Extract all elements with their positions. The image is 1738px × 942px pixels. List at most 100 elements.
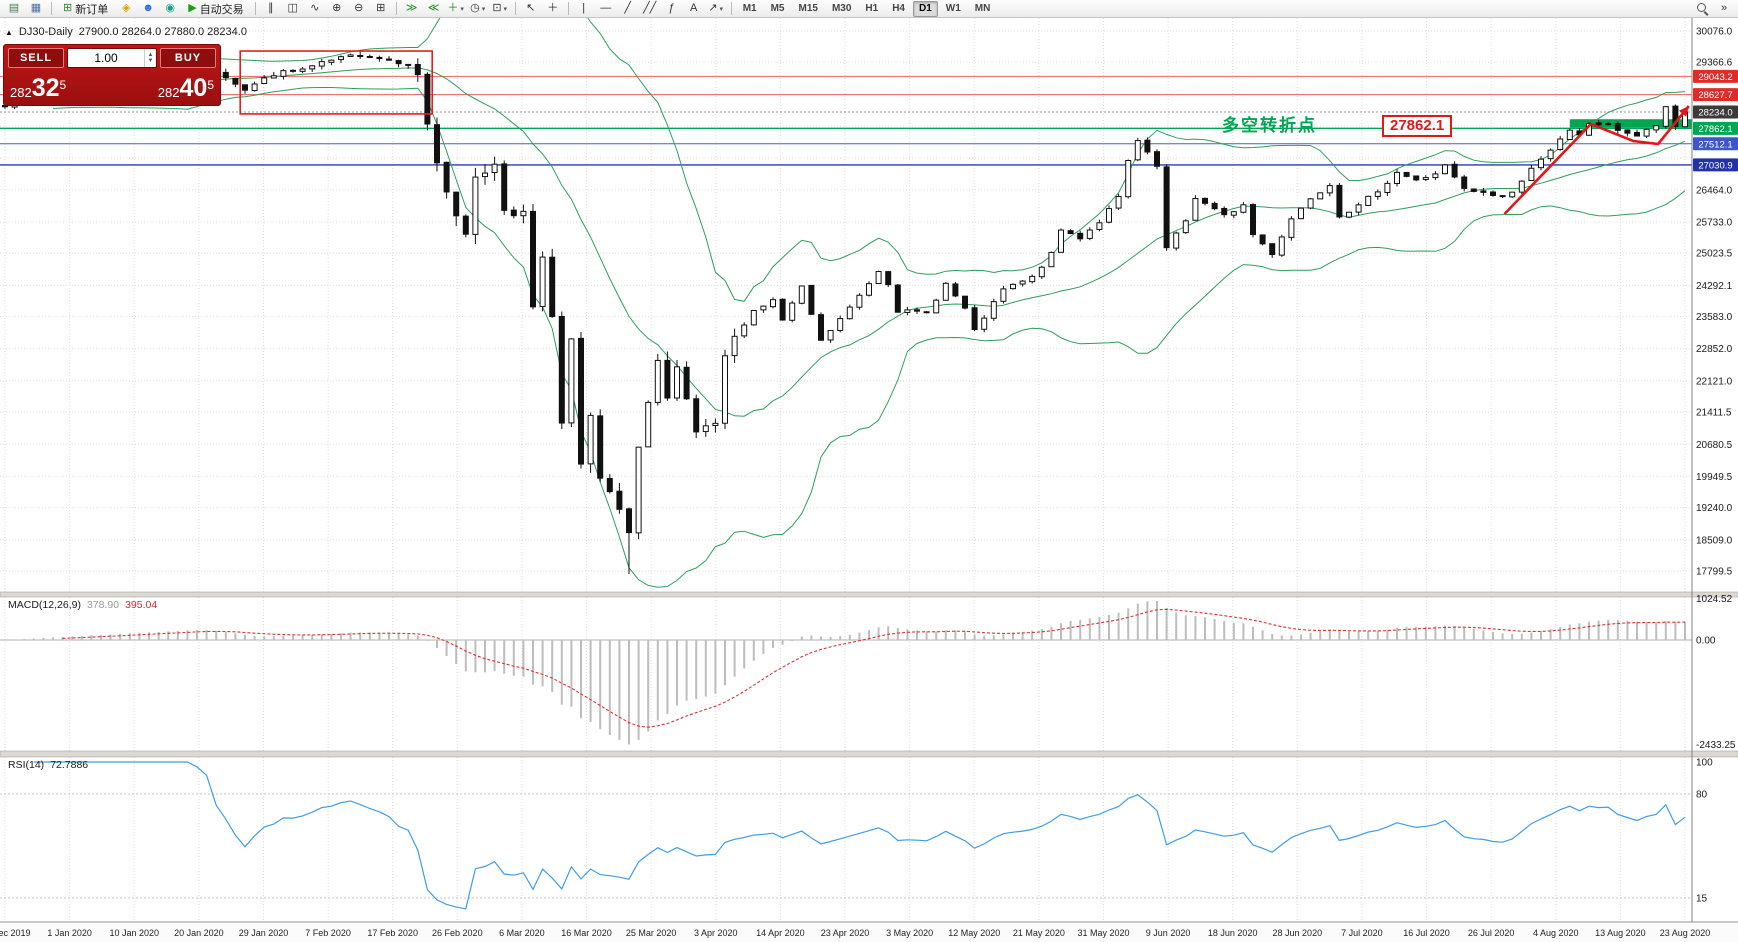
ask-big: 40: [179, 74, 208, 102]
svg-text:18509.0: 18509.0: [1696, 535, 1733, 546]
community-icon[interactable]: ☻: [138, 1, 158, 17]
fibonacci-icon[interactable]: ƒ: [662, 1, 682, 17]
turning-point-annotation[interactable]: 多空转折点: [1222, 116, 1317, 135]
overflow-icon-glyph: »: [1720, 2, 1728, 14]
templates-icon[interactable]: ⊡ ▾: [490, 1, 510, 17]
svg-text:14 Apr 2020: 14 Apr 2020: [756, 928, 805, 938]
svg-text:13 Aug 2020: 13 Aug 2020: [1595, 928, 1646, 938]
channel-icon[interactable]: ╱╱: [640, 1, 660, 17]
periods-icon[interactable]: ◷ ▾: [468, 1, 488, 17]
timeframe-m15[interactable]: M15: [798, 3, 818, 14]
rsi-value: 72.7886: [50, 759, 89, 771]
price-annotation-box[interactable]: 27862.1: [1382, 115, 1453, 137]
overflow-icon[interactable]: »: [1714, 1, 1734, 17]
svg-text:24292.1: 24292.1: [1696, 281, 1733, 292]
horizontal-line-icon[interactable]: —: [596, 1, 616, 17]
autoscroll-icon[interactable]: ≫: [402, 1, 422, 17]
indicators-icon[interactable]: ＋ ▾: [446, 1, 466, 17]
trade-panel-prices: 282 32 5 282 40 5: [8, 68, 216, 102]
autotrade-button-glyph: ▶: [188, 2, 197, 14]
svg-text:26 Feb 2020: 26 Feb 2020: [432, 928, 483, 938]
svg-text:12 May 2020: 12 May 2020: [948, 928, 1000, 938]
trendline-icon-glyph: ╱: [624, 2, 631, 14]
tile-windows-icon-glyph: ⊞: [376, 2, 386, 14]
arrows-icon-dropdown[interactable]: ▾: [719, 5, 724, 13]
svg-text:22852.0: 22852.0: [1696, 344, 1733, 355]
timeframe-h1[interactable]: H1: [865, 3, 879, 14]
buy-button[interactable]: BUY: [160, 48, 216, 68]
toolbar-right: »: [1691, 1, 1735, 17]
svg-text:22121.0: 22121.0: [1696, 376, 1733, 387]
svg-text:27030.9: 27030.9: [1698, 160, 1732, 171]
bid-big: 32: [31, 74, 60, 102]
metaeditor-icon[interactable]: ◈: [116, 1, 136, 17]
bars-chart-icon[interactable]: ∥: [261, 1, 281, 17]
line-chart-icon[interactable]: ∿: [305, 1, 325, 17]
templates-icon-dropdown[interactable]: ▾: [503, 5, 508, 13]
candles-chart-icon[interactable]: ◫: [283, 1, 303, 17]
search-icon[interactable]: [1692, 1, 1712, 17]
text-icon-glyph: A: [690, 2, 698, 14]
profiles-icon-glyph: ▦: [30, 2, 42, 14]
svg-text:17 Feb 2020: 17 Feb 2020: [367, 928, 418, 938]
rsi-indicator-label: RSI(14) 72.7886: [8, 759, 88, 771]
bid-price-button[interactable]: 282 32 5: [10, 76, 66, 101]
periods-icon-dropdown[interactable]: ▾: [481, 5, 486, 13]
timeframe-d1[interactable]: D1: [913, 0, 938, 17]
new-order-button-glyph: ⊞: [63, 2, 73, 14]
zoom-out-icon[interactable]: ⊖: [349, 1, 369, 17]
svg-text:20 Jan 2020: 20 Jan 2020: [174, 928, 224, 938]
market-icon[interactable]: ◉: [160, 1, 180, 17]
vertical-line-icon[interactable]: |: [574, 1, 594, 17]
bid-main: 282: [10, 85, 32, 100]
ohlc-values: 27900.0 28264.0 27880.0 28234.0: [78, 26, 247, 38]
indicators-icon-dropdown[interactable]: ▾: [460, 5, 464, 13]
rsi-name: RSI(14): [8, 759, 45, 771]
volume-down-icon[interactable]: ▼: [147, 58, 154, 64]
timeframe-h4[interactable]: H4: [892, 3, 905, 14]
rsi-layer: [0, 761, 1692, 910]
panel-collapse-icon[interactable]: ▲: [5, 27, 13, 37]
zoom-in-icon[interactable]: ⊕: [327, 1, 347, 17]
svg-text:28234.0: 28234.0: [1698, 108, 1732, 119]
volume-input[interactable]: [68, 50, 144, 66]
fibonacci-icon-glyph: ƒ: [668, 2, 675, 14]
arrows-icon[interactable]: ↗ ▾: [706, 1, 726, 17]
new-order-button[interactable]: ⊞ 新订单: [57, 1, 114, 17]
tile-windows-icon[interactable]: ⊞: [371, 1, 391, 17]
chart-objects-layer: [239, 50, 1690, 215]
volume-box: ▲ ▼: [67, 48, 157, 68]
zoom-out-icon-glyph: ⊖: [354, 2, 364, 14]
toolbar-separator: [567, 2, 569, 15]
chart-shift-icon[interactable]: ≪: [424, 1, 444, 17]
sell-button[interactable]: SELL: [8, 48, 64, 68]
autoscroll-icon-glyph: ≫: [405, 2, 418, 14]
new-chart-icon[interactable]: ▤: [4, 1, 24, 17]
ask-price-button[interactable]: 282 40 5: [158, 76, 214, 101]
macd-name: MACD(12,26,9): [8, 599, 81, 611]
text-icon[interactable]: A: [684, 1, 704, 17]
autotrade-button[interactable]: ▶ 自动交易: [182, 1, 249, 17]
new-chart-icon-glyph: ▤: [8, 2, 20, 14]
svg-text:16 Jul 2020: 16 Jul 2020: [1403, 928, 1450, 938]
timeframe-mn[interactable]: MN: [974, 3, 991, 14]
cursor-icon[interactable]: ↖: [521, 1, 541, 17]
timeframe-m30[interactable]: M30: [831, 3, 852, 14]
timeframe-m1[interactable]: M1: [742, 3, 757, 14]
bars-chart-icon-glyph: ∥: [267, 2, 274, 14]
trade-panel-controls: SELL ▲ ▼ BUY: [8, 48, 216, 68]
volume-up-icon[interactable]: ▲: [147, 52, 154, 58]
candles-layer: [2, 51, 1688, 575]
timeframe-w1[interactable]: W1: [945, 3, 961, 14]
svg-text:19240.0: 19240.0: [1696, 503, 1733, 514]
trendline-icon[interactable]: ╱: [618, 1, 638, 17]
svg-text:26 Jul 2020: 26 Jul 2020: [1468, 928, 1515, 938]
profiles-icon[interactable]: ▦: [26, 1, 46, 17]
crosshair-icon[interactable]: ＋: [543, 1, 563, 17]
svg-text:80: 80: [1696, 790, 1708, 801]
svg-text:0.00: 0.00: [1696, 636, 1716, 647]
svg-text:30076.0: 30076.0: [1696, 26, 1733, 37]
timeframe-m5[interactable]: M5: [770, 3, 785, 14]
